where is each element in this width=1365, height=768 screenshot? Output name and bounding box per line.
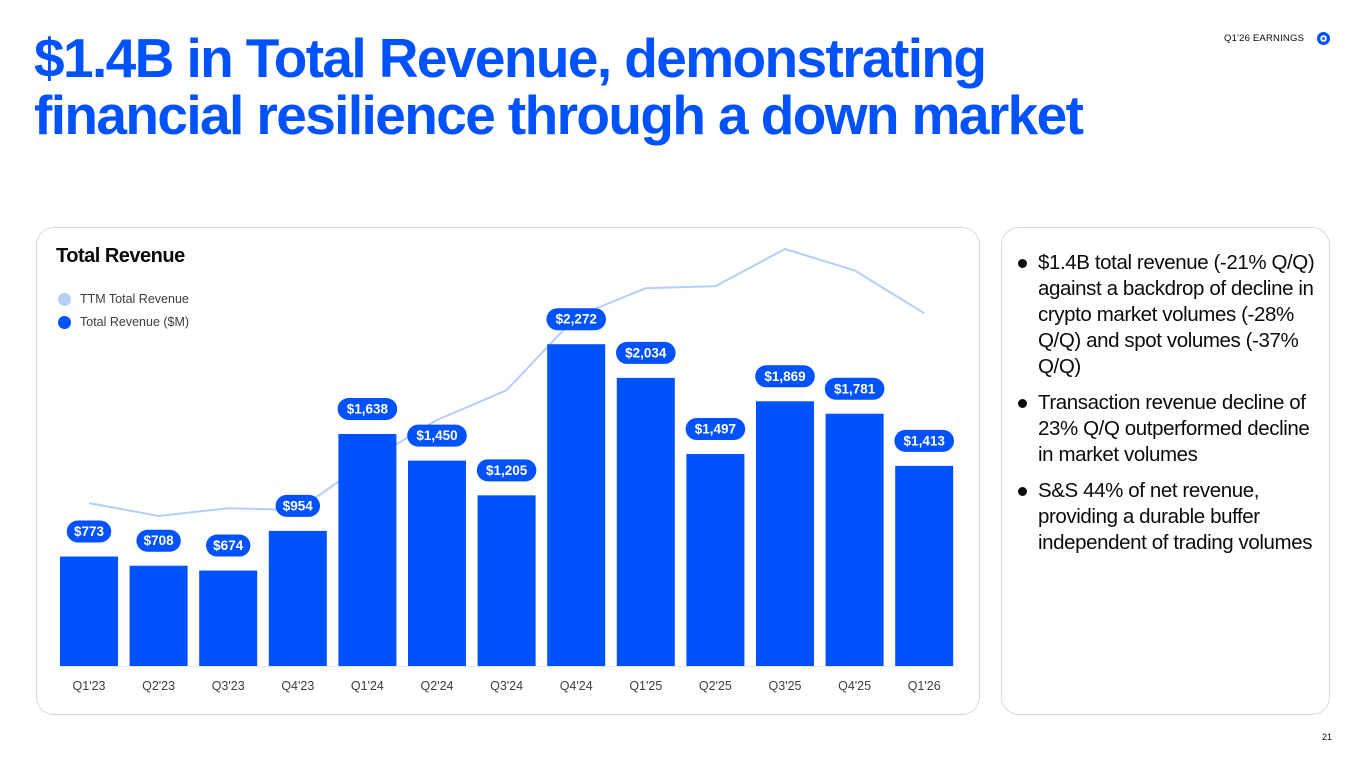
data-label-10: $1,869 xyxy=(764,369,805,384)
earnings-tag: Q1'26 EARNINGS xyxy=(1224,33,1305,44)
slide-title-line-2: financial resilience through a down mark… xyxy=(34,84,1084,146)
slide-title: $1.4B in Total Revenue, demonstrating fi… xyxy=(34,30,1134,144)
bar-2 xyxy=(199,570,258,666)
chart-title: Total Revenue xyxy=(56,245,185,267)
highlight-item: S&S 44% of net revenue, providing a dura… xyxy=(1017,478,1317,556)
coinbase-logo-icon xyxy=(1317,32,1330,45)
bar-4 xyxy=(338,434,397,666)
x-tick-label-2: Q3'23 xyxy=(212,679,245,693)
data-label-pill-2 xyxy=(206,534,251,557)
data-label-pill-9 xyxy=(685,417,746,440)
bar-10 xyxy=(756,401,814,666)
bar-5 xyxy=(408,460,466,666)
bar-9 xyxy=(686,453,745,666)
data-label-12: $1,413 xyxy=(904,433,946,448)
ttm-revenue-line xyxy=(88,248,925,517)
data-label-pill-10 xyxy=(755,365,815,388)
data-label-pill-4 xyxy=(337,398,398,421)
data-label-0: $773 xyxy=(74,524,105,539)
legend-label-revenue: Total Revenue ($M) xyxy=(80,315,190,329)
data-label-8: $2,034 xyxy=(625,345,667,360)
data-label-pill-12 xyxy=(894,429,954,452)
highlights-card: $1.4B total revenue (-21% Q/Q) against a… xyxy=(1001,227,1330,715)
highlight-item: $1.4B total revenue (-21% Q/Q) against a… xyxy=(1017,250,1317,380)
data-label-pill-0 xyxy=(66,520,112,543)
data-label-11: $1,781 xyxy=(834,381,876,396)
page-number: 21 xyxy=(1322,732,1333,742)
data-label-pill-11 xyxy=(824,377,885,400)
bar-1 xyxy=(129,565,188,666)
x-tick-label-3: Q4'23 xyxy=(281,679,314,693)
bar-12 xyxy=(895,465,954,666)
data-label-pill-6 xyxy=(476,459,537,482)
highlights-list: $1.4B total revenue (-21% Q/Q) against a… xyxy=(1017,250,1317,566)
x-tick-label-1: Q2'23 xyxy=(142,679,175,693)
bullet-dot-icon xyxy=(1018,487,1027,496)
data-label-4: $1,638 xyxy=(347,402,389,417)
highlight-text: S&S 44% of net revenue, providing a dura… xyxy=(1038,479,1313,554)
data-label-7: $2,272 xyxy=(556,312,597,327)
bar-0 xyxy=(60,556,118,666)
data-label-3: $954 xyxy=(283,498,314,513)
data-label-pill-3 xyxy=(275,494,320,517)
x-tick-label-9: Q2'25 xyxy=(699,679,732,693)
x-tick-label-7: Q4'24 xyxy=(560,679,593,693)
bar-11 xyxy=(825,413,884,666)
bar-7 xyxy=(547,344,606,666)
x-tick-label-12: Q1'26 xyxy=(908,679,941,693)
data-label-2: $674 xyxy=(213,538,244,553)
x-tick-label-10: Q3'25 xyxy=(769,679,802,693)
data-label-pill-7 xyxy=(546,308,606,331)
x-tick-label-8: Q1'25 xyxy=(629,679,662,693)
data-label-pill-1 xyxy=(136,529,181,552)
bar-6 xyxy=(477,495,536,666)
data-label-1: $708 xyxy=(144,533,175,548)
bullet-dot-icon xyxy=(1018,259,1027,268)
highlight-item: Transaction revenue decline of 23% Q/Q o… xyxy=(1017,390,1317,468)
x-tick-label-0: Q1'23 xyxy=(73,679,106,693)
bullet-dot-icon xyxy=(1018,399,1027,408)
x-tick-label-4: Q1'24 xyxy=(351,679,384,693)
data-label-pill-5 xyxy=(407,424,467,447)
x-tick-label-11: Q4'25 xyxy=(838,679,871,693)
data-label-pill-8 xyxy=(616,341,676,364)
data-label-6: $1,205 xyxy=(486,463,528,478)
data-label-9: $1,497 xyxy=(695,421,736,436)
bar-3 xyxy=(268,530,327,666)
x-tick-label-5: Q2'24 xyxy=(421,679,454,693)
revenue-chart-card: Total Revenue TTM Total Revenue Total Re… xyxy=(36,227,980,715)
slide-title-line-1: $1.4B in Total Revenue, demonstrating xyxy=(34,27,987,89)
legend-item-total-revenue: Total Revenue ($M) xyxy=(58,315,189,329)
highlight-text: Transaction revenue decline of 23% Q/Q o… xyxy=(1038,391,1310,466)
highlight-text: $1.4B total revenue (-21% Q/Q) against a… xyxy=(1038,251,1315,378)
x-tick-label-6: Q3'24 xyxy=(490,679,523,693)
legend-swatch-revenue xyxy=(58,315,71,329)
legend-label-ttm: TTM Total Revenue xyxy=(80,292,189,306)
legend-swatch-ttm xyxy=(58,292,71,306)
data-label-5: $1,450 xyxy=(416,428,457,443)
legend-item-ttm-revenue: TTM Total Revenue xyxy=(58,292,189,306)
bar-8 xyxy=(616,377,675,666)
revenue-chart-plot: $773 Q1'23 $708 Q2'23 $674 Q3'23 $954 Q4'23 $1,6… xyxy=(58,248,956,693)
